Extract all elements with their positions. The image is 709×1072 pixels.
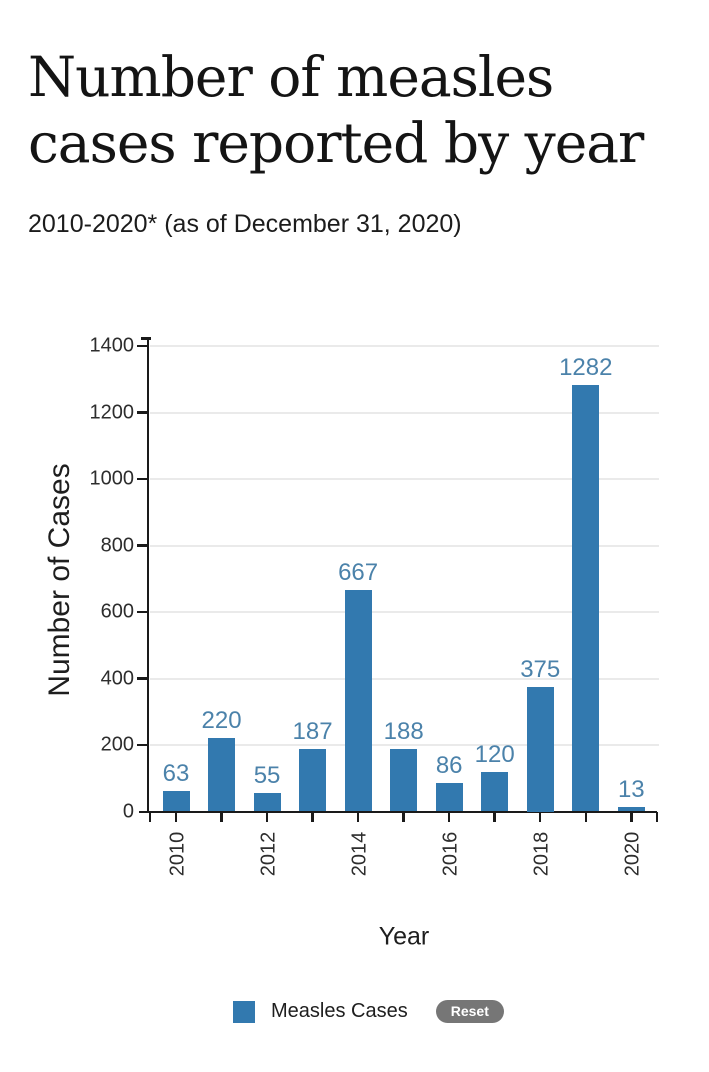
x-tick-label: 2016 xyxy=(439,831,462,877)
y-axis-tick xyxy=(137,610,147,614)
y-axis-cap-tick xyxy=(141,337,151,340)
legend-label[interactable]: Measles Cases xyxy=(271,1000,408,1022)
bar-value-label: 120 xyxy=(474,740,515,768)
chart-title-line1: Number of measles xyxy=(28,45,554,109)
bar-value-label: 187 xyxy=(292,718,333,746)
bar-value-label: 63 xyxy=(162,759,190,787)
y-tick-label: 600 xyxy=(100,600,134,623)
x-axis-tick xyxy=(402,812,405,822)
x-axis-edge-tick xyxy=(655,812,658,822)
x-tick-label: 2018 xyxy=(530,831,553,877)
reset-button[interactable]: Reset xyxy=(435,1000,504,1023)
x-axis-title: Year xyxy=(378,922,430,951)
y-axis-tick xyxy=(137,544,147,547)
bar[interactable] xyxy=(435,782,463,812)
x-axis-tick xyxy=(265,812,269,822)
bar[interactable] xyxy=(481,771,509,812)
x-axis-edge-tick xyxy=(148,812,151,822)
bar-value-label: 667 xyxy=(338,558,379,586)
gridline xyxy=(150,744,659,746)
x-tick-label: 2020 xyxy=(621,831,644,877)
y-axis-tick xyxy=(137,677,147,680)
x-axis-tick xyxy=(584,812,588,822)
bar-value-label: 86 xyxy=(435,751,463,779)
x-axis-tick xyxy=(356,812,360,822)
chart-subtitle: 2010-2020* (as of December 31, 2020) xyxy=(28,210,462,238)
x-axis-tick xyxy=(311,812,314,822)
y-tick-label: 1200 xyxy=(89,401,135,423)
bar[interactable] xyxy=(390,748,418,812)
bar[interactable] xyxy=(526,686,554,812)
x-axis-tick xyxy=(220,812,223,822)
x-axis-tick xyxy=(447,812,451,822)
bar-value-label: 55 xyxy=(253,762,281,790)
x-axis-tick xyxy=(174,812,178,822)
y-tick-label: 1400 xyxy=(89,334,135,357)
bar[interactable] xyxy=(162,790,190,812)
gridline xyxy=(150,611,659,613)
chart-title-line2: cases reported by year xyxy=(28,111,644,175)
y-tick-label: 200 xyxy=(100,733,134,756)
gridline xyxy=(150,544,659,547)
y-tick-label: 400 xyxy=(100,667,134,689)
x-axis-tick xyxy=(538,812,542,822)
gridline xyxy=(150,345,659,347)
gridline xyxy=(150,478,659,480)
x-axis-tick xyxy=(630,812,633,822)
y-axis-tick xyxy=(137,344,147,348)
gridline xyxy=(150,411,659,414)
x-axis-tick xyxy=(493,812,496,822)
chart-title: Number of measles cases reported by year xyxy=(28,44,644,176)
bar[interactable] xyxy=(617,807,645,812)
bar[interactable] xyxy=(208,738,236,812)
gridline xyxy=(150,677,659,680)
y-axis-line xyxy=(146,338,149,812)
bar-value-label: 220 xyxy=(201,707,242,735)
x-tick-label: 2014 xyxy=(348,831,371,877)
bar[interactable] xyxy=(572,385,600,812)
bar[interactable] xyxy=(344,589,372,812)
y-tick-label: 0 xyxy=(122,800,134,822)
bar-value-label: 13 xyxy=(617,776,645,804)
y-axis-tick xyxy=(137,477,147,481)
y-tick-label: 1000 xyxy=(89,467,135,490)
legend-swatch[interactable] xyxy=(233,1000,255,1023)
bar[interactable] xyxy=(253,793,281,812)
bar-value-label: 375 xyxy=(520,655,561,683)
bar-value-label: 1282 xyxy=(559,354,613,382)
y-tick-label: 800 xyxy=(100,534,134,556)
x-tick-label: 2010 xyxy=(166,831,189,877)
bar[interactable] xyxy=(299,749,327,812)
bar-value-label: 188 xyxy=(383,717,424,745)
y-axis-tick xyxy=(137,743,147,747)
x-tick-label: 2012 xyxy=(257,831,280,877)
legend: Measles Cases Reset xyxy=(233,1000,504,1023)
y-axis-title: Number of Cases xyxy=(43,463,76,697)
x-axis-line xyxy=(139,810,657,813)
y-axis-tick xyxy=(137,411,147,414)
